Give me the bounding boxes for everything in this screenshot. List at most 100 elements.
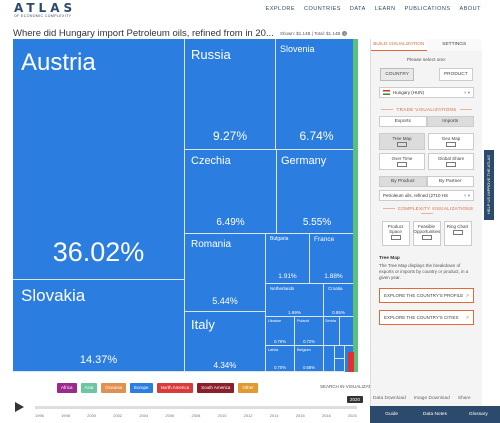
legend-africa[interactable]: Africa [57, 383, 77, 393]
legend-other[interactable]: Other [238, 383, 258, 393]
year-label[interactable]: 2012 [243, 413, 253, 418]
treemap-cell-czechia[interactable]: Czechia 6.49% [185, 150, 277, 234]
year-label[interactable]: 2008 [191, 413, 201, 418]
legend-europe[interactable]: Europe [130, 383, 153, 393]
feasible-opportunities-button[interactable]: Feasible Opportunities [412, 221, 441, 246]
legend-asia[interactable]: Asia [80, 383, 98, 393]
nav-publications[interactable]: PUBLICATIONS [404, 6, 451, 12]
tab-settings[interactable]: SETTINGS [426, 39, 482, 51]
guide-button[interactable]: Guide [385, 412, 399, 417]
legend-south-america[interactable]: South America [197, 383, 235, 393]
treemap-cell-bulgaria[interactable]: Bulgaria 1.91% [266, 234, 310, 284]
current-year-badge[interactable]: 2020 [347, 396, 364, 403]
legend-oceania[interactable]: Oceania [101, 383, 127, 393]
global-share-icon [446, 162, 456, 167]
year-label[interactable]: 2016 [295, 413, 305, 418]
treemap-cell-small[interactable] [340, 317, 354, 346]
nav-learn[interactable]: LEARN [374, 6, 396, 12]
country-select-value: Hungary (HUN) [393, 90, 425, 95]
glossary-button[interactable]: Glossary [468, 412, 488, 417]
by-product-button[interactable]: By Product [379, 176, 427, 187]
treemap-cell-italy[interactable]: Italy 4.34% [185, 312, 266, 372]
product-select-value: Petroleum oils, refined (2710 HS [383, 193, 449, 198]
treemap-cell-serbia[interactable]: Serbia [324, 317, 340, 346]
nav-data[interactable]: DATA [349, 6, 366, 12]
country-button[interactable]: COUNTRY [380, 68, 414, 81]
explore-profile-button[interactable]: EXPLORE THE COUNTRY'S PROFILE ↗ [379, 288, 474, 303]
geo-map-button[interactable]: Geo Map [428, 133, 474, 150]
treemap-cell-tiny-b[interactable] [335, 346, 345, 359]
tree-map-heading: Tree Map [379, 256, 400, 261]
mode-toggle: COUNTRY PRODUCT [371, 68, 482, 81]
country-select[interactable]: Hungary (HUN) × ▾ [379, 87, 474, 98]
year-label[interactable]: 2018 [321, 413, 331, 418]
grouping-toggle: By Product By Partner [379, 176, 474, 187]
treemap-cell-croatia[interactable]: Croatia 0.85% [324, 284, 354, 317]
treemap-cell-slovakia[interactable]: Slovakia 14.37% [13, 280, 185, 372]
data-notes-button[interactable]: Data Notes [422, 412, 447, 417]
product-space-button[interactable]: Product Space [381, 221, 410, 246]
year-label[interactable]: 2002 [113, 413, 123, 418]
year-label[interactable]: 2010 [217, 413, 227, 418]
year-label[interactable]: 2000 [87, 413, 97, 418]
timeline-years: 1996 1998 2000 2002 2004 2006 2008 2010 … [35, 413, 357, 418]
treemap-north-america-cells[interactable] [348, 352, 354, 372]
feasible-opportunities-icon [421, 235, 432, 240]
exports-button[interactable]: Exports [379, 116, 427, 127]
global-share-button[interactable]: Global Share [428, 153, 474, 170]
treemap-cell-tiny-a[interactable] [324, 346, 335, 372]
treemap-cell-slovenia[interactable]: Slovenia 6.74% [276, 39, 358, 150]
geo-map-icon [446, 142, 456, 147]
by-partner-button[interactable]: By Partner [426, 176, 474, 187]
nav-countries[interactable]: COUNTRIES [304, 6, 341, 12]
year-label[interactable]: 2006 [165, 413, 175, 418]
year-label[interactable]: 1998 [61, 413, 70, 418]
ring-chart-icon [452, 230, 463, 235]
treemap-cell-belgium[interactable]: Belgium 0.68% [295, 346, 324, 372]
info-icon[interactable]: i [342, 31, 348, 36]
treemap-cell-austria[interactable]: Austria 36.02% [13, 39, 185, 280]
panel-tabs: BUILD VISUALIZATION SETTINGS [371, 39, 482, 51]
share-button[interactable]: Share [457, 396, 471, 401]
data-download-button[interactable]: Data Download [373, 396, 406, 401]
treemap-asia-strip[interactable] [353, 39, 358, 372]
page-title: Where did Hungary import Petroleum oils,… [13, 28, 274, 39]
year-label[interactable]: 2014 [269, 413, 279, 418]
hungary-flag-icon [383, 90, 390, 95]
feedback-tab[interactable]: HELP US IMPROVE THE ATLAS [484, 150, 494, 220]
complexity-viz-title: COMPLEXITY VISUALIZATIONS [371, 206, 482, 216]
explore-cities-button[interactable]: EXPLORE THE COUNTRY'S CITIES ↗ [379, 310, 474, 325]
play-icon[interactable] [15, 402, 24, 412]
product-select[interactable]: Petroleum oils, refined (2710 HS × ▾ [379, 190, 474, 201]
treemap-cell-latvia[interactable]: Latvia 0.70% [266, 346, 295, 372]
treemap-cell-romania[interactable]: Romania 5.44% [185, 234, 266, 312]
clear-icon[interactable]: × ▾ [463, 89, 470, 95]
year-label[interactable]: 2004 [139, 413, 149, 418]
product-button[interactable]: PRODUCT [438, 68, 473, 81]
year-label[interactable]: 2020 [347, 413, 357, 418]
treemap-cell-netherlands[interactable]: Netherlands 1.69% [266, 284, 324, 317]
external-link-icon: ↗ [465, 292, 469, 298]
image-download-button[interactable]: Image Download [413, 396, 450, 401]
nav-about[interactable]: ABOUT [459, 6, 481, 12]
legend-north-america[interactable]: North America [156, 383, 194, 393]
treemap-cell-france[interactable]: France 1.88% [310, 234, 358, 284]
treemap-cell-poland[interactable]: Poland 0.72% [295, 317, 324, 346]
clear-icon[interactable]: × ▾ [463, 192, 470, 198]
treemap-cell-germany[interactable]: Germany 5.55% [277, 150, 358, 234]
over-time-icon [397, 162, 407, 167]
nav-explore[interactable]: EXPLORE [265, 6, 296, 12]
treemap-cell-tiny-c[interactable] [335, 359, 345, 372]
treemap-cell-russia[interactable]: Russia 9.27% [185, 39, 276, 150]
ring-chart-button[interactable]: Ring Chart [443, 221, 472, 246]
treemap: Austria 36.02% Slovakia 14.37% Russia 9.… [13, 39, 358, 372]
timeline-track[interactable] [35, 406, 357, 409]
over-time-button[interactable]: Over Time [379, 153, 425, 170]
treemap-cell-ukraine[interactable]: Ukraine 0.76% [266, 317, 295, 346]
complexity-viz-grid: Product Space Feasible Opportunities Rin… [371, 221, 482, 246]
imports-button[interactable]: Imports [426, 116, 474, 127]
year-label[interactable]: 1996 [35, 413, 44, 418]
tab-build-visualization[interactable]: BUILD VISUALIZATION [371, 39, 427, 51]
atlas-logo[interactable]: ATLAS OF ECONOMIC COMPLEXITY [14, 1, 77, 18]
tree-map-button[interactable]: Tree Map [379, 133, 425, 150]
